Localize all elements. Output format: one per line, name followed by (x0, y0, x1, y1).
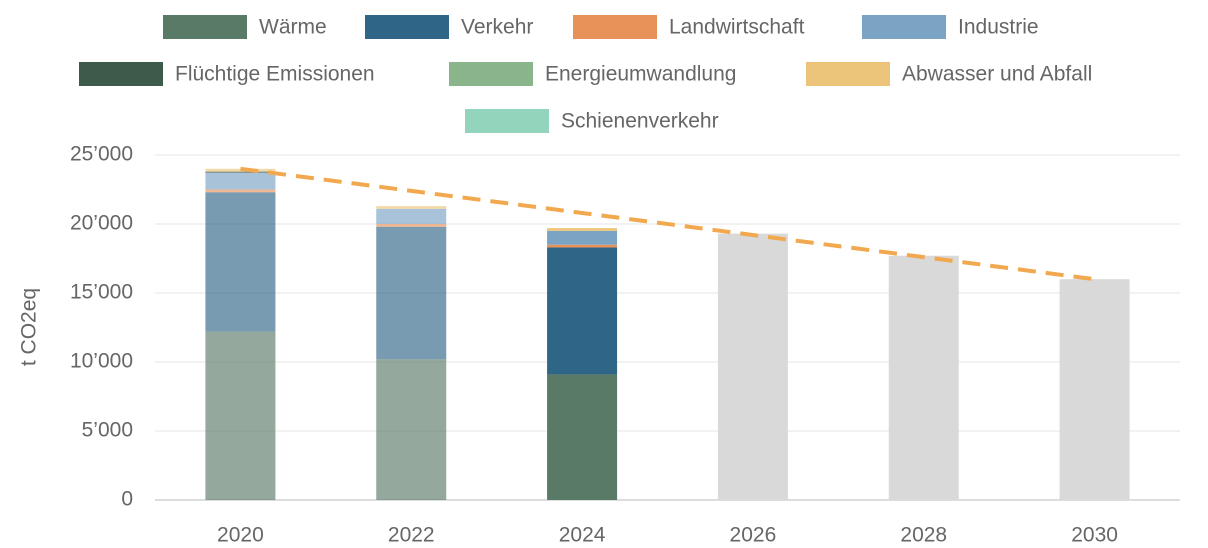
legend-swatch (465, 109, 549, 133)
projection-bar (717, 233, 788, 500)
y-tick-label: 20’000 (70, 212, 133, 235)
legend-label: Schienenverkehr (561, 110, 719, 133)
bar-segment (547, 247, 618, 375)
y-tick-label: 25’000 (70, 143, 133, 166)
bar-segment (376, 226, 447, 360)
legend-label: Abwasser und Abfall (902, 63, 1092, 86)
bar-segment (376, 206, 447, 209)
bar-segment (547, 228, 618, 231)
x-tick-label: 2030 (1071, 524, 1118, 547)
bar-segment (205, 331, 276, 500)
bar-segment (376, 208, 447, 224)
y-axis-label: t CO2eq (18, 288, 41, 366)
legend-label: Industrie (958, 16, 1039, 39)
bar-segment (205, 189, 276, 193)
legend-label: Wärme (259, 16, 327, 39)
legend-swatch (806, 62, 890, 86)
bar-segment (547, 244, 618, 248)
bar-segment (547, 374, 618, 500)
legend-swatch (862, 15, 946, 39)
projection-bar (888, 255, 959, 500)
legend-label: Landwirtschaft (669, 16, 805, 39)
legend-swatch (449, 62, 533, 86)
legend-swatch (163, 15, 247, 39)
y-tick-label: 0 (121, 488, 133, 511)
y-tick-label: 10’000 (70, 350, 133, 373)
x-tick-label: 2022 (388, 524, 435, 547)
legend-swatch (365, 15, 449, 39)
legend-swatch (79, 62, 163, 86)
x-tick-label: 2028 (900, 524, 947, 547)
bar-segment (205, 171, 276, 173)
legend-swatch (573, 15, 657, 39)
x-tick-label: 2020 (217, 524, 264, 547)
bar-segment (205, 192, 276, 332)
y-tick-label: 15’000 (70, 281, 133, 304)
bar-segment (547, 230, 618, 245)
x-tick-label: 2024 (559, 524, 606, 547)
trend-line (240, 166, 1095, 282)
bar-segment (205, 172, 276, 190)
legend-label: Energieumwandlung (545, 63, 736, 86)
projection-bar (1059, 279, 1130, 500)
bar-segment (376, 224, 447, 227)
legend-label: Flüchtige Emissionen (175, 63, 375, 86)
y-tick-label: 5’000 (82, 419, 133, 442)
bar-segment (376, 359, 447, 500)
legend-label: Verkehr (461, 16, 533, 39)
x-tick-label: 2026 (730, 524, 777, 547)
